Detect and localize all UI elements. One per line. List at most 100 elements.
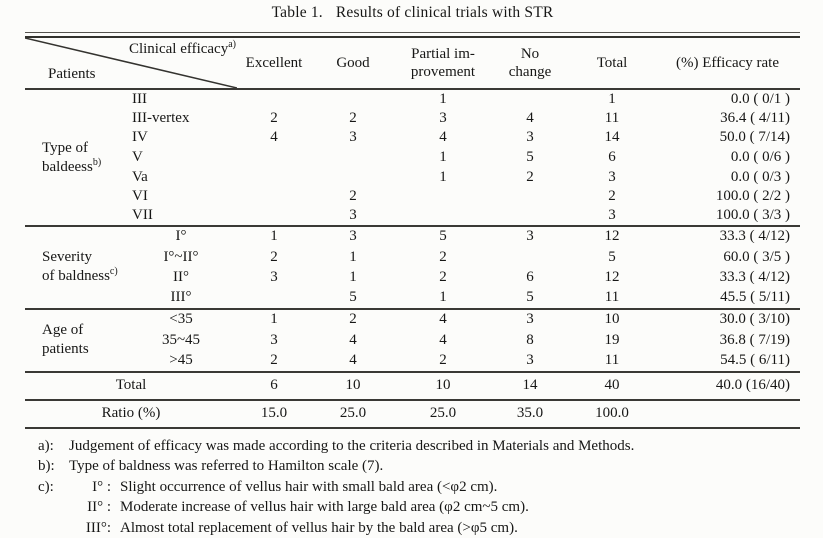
cell-no-change bbox=[491, 207, 569, 227]
total-row-label: Total bbox=[115, 377, 147, 394]
cell-good: 1 bbox=[349, 269, 357, 286]
cell-subcategory: III bbox=[132, 90, 147, 107]
cell-total: 100.0 bbox=[595, 405, 629, 422]
cell-efficacy-rate: 36.4 ( 4/11) bbox=[720, 109, 790, 126]
cell-subcategory: VI bbox=[132, 188, 148, 205]
col-header-good: Good bbox=[336, 55, 370, 71]
clinical-efficacy-label: Clinical efficacy bbox=[128, 41, 229, 57]
ratio-row: Ratio (%) 15.0 25.0 25.0 35.0 100.0 bbox=[25, 400, 800, 428]
cell-no-change bbox=[491, 89, 569, 109]
cell-partial-improvement: 3 bbox=[439, 109, 447, 126]
cell-subcategory: V bbox=[132, 149, 143, 166]
cell-subcategory: IV bbox=[132, 129, 148, 146]
results-table: Clinical efficacya) Patients Excellent G… bbox=[25, 36, 800, 429]
cell-subcategory: VII bbox=[132, 207, 153, 224]
cell-excellent: 2 bbox=[270, 352, 278, 369]
header-row: Clinical efficacya) Patients Excellent G… bbox=[25, 37, 800, 89]
ratio-row-label: Ratio (%) bbox=[101, 405, 161, 422]
footnote-ref-b: b) bbox=[92, 156, 102, 168]
table-row: Severity of baldnessc) I° 1 3 5 3 12 33.… bbox=[25, 226, 800, 284]
group-label-age-of-patients: Age of patients bbox=[42, 322, 89, 358]
table-row: IV 4 3 4 3 14 50.0 ( 7/14) bbox=[25, 128, 800, 148]
cell-no-change: 3 bbox=[526, 352, 534, 369]
cell-partial-improvement: 10 bbox=[435, 377, 451, 394]
cell-efficacy-rate: 33.3 ( 4/12) bbox=[719, 269, 790, 286]
footnote-marker bbox=[38, 497, 69, 518]
cell-total: 5 bbox=[608, 248, 616, 265]
cell-total: 14 bbox=[604, 129, 620, 146]
cell-partial-improvement bbox=[395, 207, 491, 227]
cell-excellent bbox=[237, 187, 311, 207]
cell-no-change: 2 bbox=[526, 168, 534, 185]
cell-excellent: 6 bbox=[270, 377, 278, 394]
cell-excellent bbox=[237, 148, 311, 168]
cell-efficacy-rate: 30.0 ( 3/10) bbox=[719, 311, 790, 328]
cell-no-change: 35.0 bbox=[516, 405, 544, 422]
cell-excellent: 2 bbox=[270, 109, 278, 126]
cell-good: 25.0 bbox=[339, 405, 367, 422]
cell-excellent: 4 bbox=[270, 129, 278, 146]
col-header-no-change: No change bbox=[508, 46, 552, 80]
col-header-total: Total bbox=[596, 55, 628, 71]
cell-excellent: 3 bbox=[270, 331, 278, 348]
cell-partial-improvement: 4 bbox=[439, 311, 447, 328]
cell-no-change: 14 bbox=[522, 377, 538, 394]
cell-no-change: 4 bbox=[526, 109, 534, 126]
cell-no-change: 3 bbox=[526, 311, 534, 328]
cell-total: 12 bbox=[604, 228, 620, 245]
cell-total: 19 bbox=[604, 331, 620, 348]
cell-no-change: 6 bbox=[526, 269, 534, 286]
cell-efficacy-rate: 100.0 ( 3/3 ) bbox=[715, 207, 790, 224]
cell-subcategory: III-vertex bbox=[132, 109, 190, 126]
cell-efficacy-rate: 0.0 ( 0/1 ) bbox=[730, 90, 790, 107]
footnote-marker bbox=[38, 518, 69, 538]
cell-good: 2 bbox=[349, 311, 357, 328]
cell-partial-improvement: 5 bbox=[439, 228, 447, 245]
cell-good: 3 bbox=[349, 207, 357, 224]
table-number: Table 1. bbox=[271, 4, 323, 21]
cell-efficacy-rate: 100.0 ( 2/2 ) bbox=[715, 188, 790, 205]
table-title: Table 1. Results of clinical trials with … bbox=[25, 3, 800, 23]
cell-efficacy-rate: 33.3 ( 4/12) bbox=[719, 228, 790, 245]
table-row: III-vertex 2 2 3 4 11 36.4 ( 4/11) bbox=[25, 109, 800, 129]
footnote-degree-label: III°: bbox=[85, 519, 111, 536]
col-header-excellent: Excellent bbox=[245, 55, 303, 71]
footnote-text: Slight occurrence of vellus hair with sm… bbox=[120, 478, 498, 495]
cell-total: 11 bbox=[604, 289, 620, 306]
table-row: Type of baldeessb) III 1 1 0.0 ( 0/1 ) bbox=[25, 89, 800, 175]
cell-no-change bbox=[491, 187, 569, 207]
cell-efficacy-rate: 60.0 ( 3/5 ) bbox=[723, 248, 790, 265]
cell-excellent: 1 bbox=[270, 228, 278, 245]
results-table-wrap: Clinical efficacya) Patients Excellent G… bbox=[25, 32, 800, 429]
cell-good: 1 bbox=[349, 248, 357, 265]
cell-partial-improvement: 4 bbox=[439, 129, 447, 146]
footnote-c-degree-1: c): I° : Slight occurrence of vellus hai… bbox=[38, 477, 800, 498]
footnote-text: Almost total replacement of vellus hair … bbox=[120, 519, 518, 536]
cell-partial-improvement: 4 bbox=[439, 331, 447, 348]
cell-good: 4 bbox=[349, 352, 357, 369]
cell-excellent bbox=[237, 167, 311, 187]
cell-efficacy-rate: 40.0 (16/40) bbox=[715, 377, 790, 394]
total-row-section: Total 6 10 10 14 40 40.0 (16/40) bbox=[25, 372, 800, 400]
cell-subcategory: Va bbox=[132, 168, 148, 185]
cell-partial-improvement: 25.0 bbox=[429, 405, 457, 422]
cell-efficacy-rate: 0.0 ( 0/3 ) bbox=[730, 168, 790, 185]
cell-efficacy-rate: 50.0 ( 7/14) bbox=[719, 129, 790, 146]
footnote-c-degree-3: III°: Almost total replacement of vellus… bbox=[38, 518, 800, 538]
cell-no-change bbox=[491, 247, 569, 268]
cell-partial-improvement: 1 bbox=[439, 149, 447, 166]
group-label-severity-of-baldness: Severity of baldnessc) bbox=[42, 249, 118, 285]
footnote-marker: b): bbox=[38, 458, 55, 475]
cell-total: 3 bbox=[608, 168, 616, 185]
cell-excellent: 15.0 bbox=[260, 405, 288, 422]
table-row: Age of patients <35 1 2 4 3 10 30.0 ( 3/… bbox=[25, 309, 800, 357]
cell-total: 11 bbox=[604, 109, 620, 126]
footnote-a: a): Judgement of efficacy was made accor… bbox=[38, 436, 800, 457]
cell-no-change: 5 bbox=[526, 149, 534, 166]
cell-good: 4 bbox=[349, 331, 357, 348]
footnote-text: Moderate increase of vellus hair with la… bbox=[120, 499, 529, 516]
cell-good: 3 bbox=[349, 228, 357, 245]
cell-partial-improvement bbox=[395, 187, 491, 207]
cell-good bbox=[311, 148, 395, 168]
footnotes: a): Judgement of efficacy was made accor… bbox=[38, 436, 800, 538]
